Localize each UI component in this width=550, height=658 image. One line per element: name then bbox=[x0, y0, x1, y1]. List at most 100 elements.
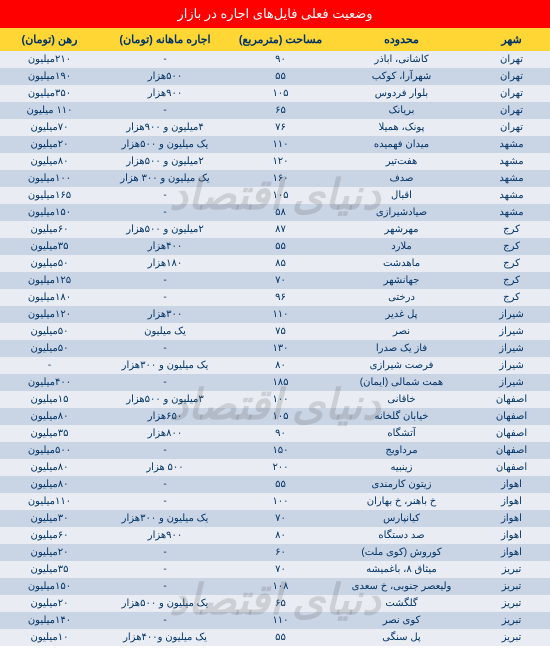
cell-area: خیابان گلخانه bbox=[330, 408, 473, 425]
cell-deposit: ۳۵میلیون bbox=[0, 425, 99, 442]
table-row: تهرانشهرآرا، کوکب۵۵۵۰۰هزار۱۹۰میلیون bbox=[0, 68, 550, 85]
cell-city: اهواز bbox=[473, 510, 550, 527]
cell-size: ۱۱۰ bbox=[231, 612, 330, 629]
table-row: اهوازصد دستگاه۸۰۹۰۰هزار۶۰میلیون bbox=[0, 527, 550, 544]
cell-area: جهانشهر bbox=[330, 272, 473, 289]
cell-city: شیراز bbox=[473, 323, 550, 340]
col-header-area: محدوده bbox=[330, 28, 473, 51]
cell-city: کرج bbox=[473, 221, 550, 238]
table-title: وضعیت فعلی فایل‌های اجاره در بازار bbox=[0, 0, 550, 28]
cell-rent: یک میلیون و ۳۰۰ هزار bbox=[99, 170, 231, 187]
cell-deposit: ۱۰میلیون bbox=[0, 629, 99, 646]
cell-rent: یک میلیون و۴۰۰هزار bbox=[99, 629, 231, 646]
table-row: کرجملارد۵۵۴۰۰هزار۳۵میلیون bbox=[0, 238, 550, 255]
cell-area: فرصت شیرازی bbox=[330, 357, 473, 374]
cell-size: ۱۶۰ bbox=[231, 170, 330, 187]
cell-rent: - bbox=[99, 204, 231, 221]
cell-size: ۱۲۰ bbox=[231, 153, 330, 170]
cell-city: تهران bbox=[473, 119, 550, 136]
cell-size: ۵۸ bbox=[231, 204, 330, 221]
cell-city: تهران bbox=[473, 68, 550, 85]
cell-deposit: ۳۵میلیون bbox=[0, 561, 99, 578]
cell-rent: - bbox=[99, 561, 231, 578]
table-row: کرجدرختی۹۶-۱۸۰میلیون bbox=[0, 289, 550, 306]
cell-deposit: ۱۹۰میلیون bbox=[0, 68, 99, 85]
cell-deposit: ۱۲۵میلیون bbox=[0, 272, 99, 289]
table-row: تهرانبریانک۶۵-۱۱۰ میلیون bbox=[0, 102, 550, 119]
cell-city: اصفهان bbox=[473, 442, 550, 459]
cell-area: هفت‌تیر bbox=[330, 153, 473, 170]
cell-deposit: ۵۰۰میلیون bbox=[0, 442, 99, 459]
cell-deposit: - bbox=[0, 357, 99, 374]
cell-area: مهرشهر bbox=[330, 221, 473, 238]
cell-city: اهواز bbox=[473, 544, 550, 561]
cell-area: شهرآرا، کوکب bbox=[330, 68, 473, 85]
cell-deposit: ۸۰میلیون bbox=[0, 153, 99, 170]
cell-rent: ۳۰۰هزار bbox=[99, 306, 231, 323]
cell-city: تهران bbox=[473, 85, 550, 102]
table-row: اصفهانآتشگاه۹۰۸۰۰هزار۳۵میلیون bbox=[0, 425, 550, 442]
cell-size: ۹۰ bbox=[231, 425, 330, 442]
cell-area: آتشگاه bbox=[330, 425, 473, 442]
cell-area: کوی نصر bbox=[330, 612, 473, 629]
cell-city: شیراز bbox=[473, 340, 550, 357]
cell-area: کیانپارس bbox=[330, 510, 473, 527]
table-row: تهرانکاشانی، اباذر۹۰-۲۱۰میلیون bbox=[0, 51, 550, 68]
cell-rent: ۴۰۰هزار bbox=[99, 238, 231, 255]
table-row: مشهداقبال۱۰۵-۱۶۵میلیون bbox=[0, 187, 550, 204]
cell-size: ۶۵ bbox=[231, 595, 330, 612]
table-row: مشهدصدف۱۶۰یک میلیون و ۳۰۰ هزار۱۰۰میلیون bbox=[0, 170, 550, 187]
cell-deposit: ۱۱۰ میلیون bbox=[0, 102, 99, 119]
cell-city: تهران bbox=[473, 102, 550, 119]
cell-rent: ۶۵۰هزار bbox=[99, 408, 231, 425]
cell-deposit: ۱۶۵میلیون bbox=[0, 187, 99, 204]
cell-deposit: ۲۱۰میلیون bbox=[0, 51, 99, 68]
cell-area: خاقانی bbox=[330, 391, 473, 408]
cell-city: تهران bbox=[473, 51, 550, 68]
cell-size: ۵۵ bbox=[231, 238, 330, 255]
cell-area: صیادشیرازی bbox=[330, 204, 473, 221]
cell-size: ۶۵ bbox=[231, 102, 330, 119]
cell-rent: یک میلیون bbox=[99, 323, 231, 340]
cell-area: خ باهنر، خ بهاران bbox=[330, 493, 473, 510]
table-row: تبریزگلگشت۶۵یک میلیون و ۵۰۰هزار۲۰میلیون bbox=[0, 595, 550, 612]
cell-size: ۱۰۵ bbox=[231, 408, 330, 425]
table-row: تبریزپل سنگی۵۵یک میلیون و۴۰۰هزار۱۰میلیون bbox=[0, 629, 550, 646]
cell-area: پل سنگی bbox=[330, 629, 473, 646]
cell-size: ۱۸۵ bbox=[231, 374, 330, 391]
cell-rent: - bbox=[99, 544, 231, 561]
cell-city: تبریز bbox=[473, 629, 550, 646]
cell-city: مشهد bbox=[473, 187, 550, 204]
cell-area: اقبال bbox=[330, 187, 473, 204]
cell-size: ۱۵۰ bbox=[231, 442, 330, 459]
cell-deposit: ۲۰میلیون bbox=[0, 136, 99, 153]
table-row: اهواززیتون کارمندی۵۵-۸۰میلیون bbox=[0, 476, 550, 493]
cell-deposit: ۳۵۰میلیون bbox=[0, 85, 99, 102]
table-row: شیرازفاز یک صدرا۱۳۰-۵۰میلیون bbox=[0, 340, 550, 357]
cell-rent: - bbox=[99, 102, 231, 119]
cell-deposit: ۲۰میلیون bbox=[0, 595, 99, 612]
cell-deposit: ۲۰میلیون bbox=[0, 544, 99, 561]
cell-rent: - bbox=[99, 374, 231, 391]
cell-area: فاز یک صدرا bbox=[330, 340, 473, 357]
cell-size: ۱۰۰ bbox=[231, 493, 330, 510]
table-row: مشهدصیادشیرازی۵۸-۱۵۰میلیون bbox=[0, 204, 550, 221]
cell-rent: یک میلیون و ۵۰۰هزار bbox=[99, 136, 231, 153]
cell-city: اهواز bbox=[473, 493, 550, 510]
cell-city: کرج bbox=[473, 272, 550, 289]
cell-city: تبریز bbox=[473, 561, 550, 578]
table-row: تهرانبلوار فردوس۱۰۵۹۰۰هزار۳۵۰میلیون bbox=[0, 85, 550, 102]
cell-area: صدف bbox=[330, 170, 473, 187]
cell-size: ۷۰ bbox=[231, 510, 330, 527]
table-row: شیرازپل غدیر۱۱۰۳۰۰هزار۱۲۰میلیون bbox=[0, 306, 550, 323]
cell-size: ۵۵ bbox=[231, 629, 330, 646]
cell-area: پونک، همیلا bbox=[330, 119, 473, 136]
cell-size: ۸۵ bbox=[231, 255, 330, 272]
cell-rent: - bbox=[99, 289, 231, 306]
table-row: مشهدمیدان فهمیده۱۱۰یک میلیون و ۵۰۰هزار۲۰… bbox=[0, 136, 550, 153]
table-header-row: شهرمحدودهمساحت (مترمربع)اجاره ماهانه (تو… bbox=[0, 28, 550, 51]
col-header-rent: اجاره ماهانه (تومان) bbox=[99, 28, 231, 51]
cell-deposit: ۵۰میلیون bbox=[0, 323, 99, 340]
cell-rent: - bbox=[99, 612, 231, 629]
cell-city: اصفهان bbox=[473, 408, 550, 425]
